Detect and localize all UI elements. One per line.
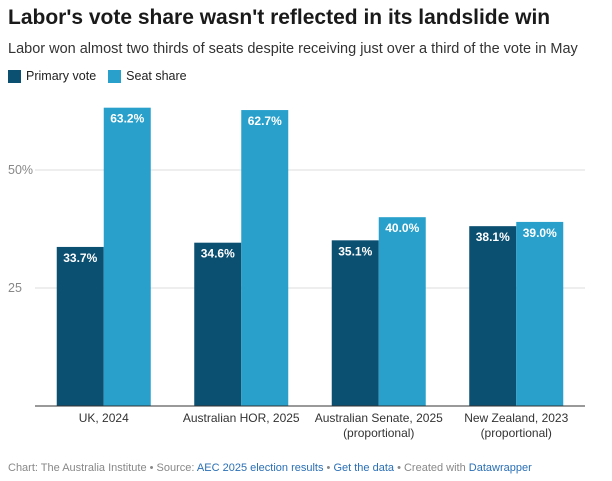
data-label: 39.0% [523,226,557,240]
legend-swatch-primary-vote [8,69,21,83]
bar-primary-vote [56,246,104,406]
data-label: 62.7% [248,114,282,128]
bar-seat-share [103,107,151,407]
legend: Primary vote Seat share [8,69,199,83]
x-tick-label: Australian HOR, 2025 [183,411,300,425]
data-label: 40.0% [385,221,419,235]
data-label: 38.1% [476,230,510,244]
x-tick-label: UK, 2024 [79,411,129,425]
footer-created-with: • Created with [394,462,469,474]
legend-label-primary-vote: Primary vote [26,69,97,83]
data-label: 63.2% [110,112,144,126]
bar-primary-vote [194,242,242,406]
data-label: 34.6% [201,247,235,261]
x-tick-label: Australian Senate, 2025 [315,411,443,425]
datawrapper-link[interactable]: Datawrapper [468,462,532,474]
chart-title: Labor's vote share wasn't reflected in i… [8,6,551,29]
legend-label-seat-share: Seat share [126,69,187,83]
get-data-link[interactable]: Get the data [333,462,395,474]
y-tick-label: 50% [8,163,33,177]
bar-seat-share [241,110,289,406]
footer-separator: • [323,462,334,474]
footer-credit: Chart: The Australia Institute • Source: [8,462,197,474]
bar-primary-vote [331,240,379,406]
y-tick-label: 25 [8,281,22,295]
legend-item-primary-vote: Primary vote [8,69,96,83]
bar-primary-vote [469,226,517,406]
data-label: 33.7% [63,251,97,265]
source-link[interactable]: AEC 2025 election results [196,462,324,474]
x-tick-label: New Zealand, 2023 [464,411,568,425]
bar-seat-share [378,217,426,406]
chart-subtitle: Labor won almost two thirds of seats des… [8,41,578,57]
legend-swatch-seat-share [108,69,122,83]
data-label: 35.1% [338,244,372,258]
x-tick-label: (proportional) [343,426,414,440]
legend-item-seat-share: Seat share [108,69,187,83]
bar-seat-share [516,221,564,406]
x-tick-label: (proportional) [481,426,552,440]
chart-footer: Chart: The Australia Institute • Source:… [8,462,532,474]
